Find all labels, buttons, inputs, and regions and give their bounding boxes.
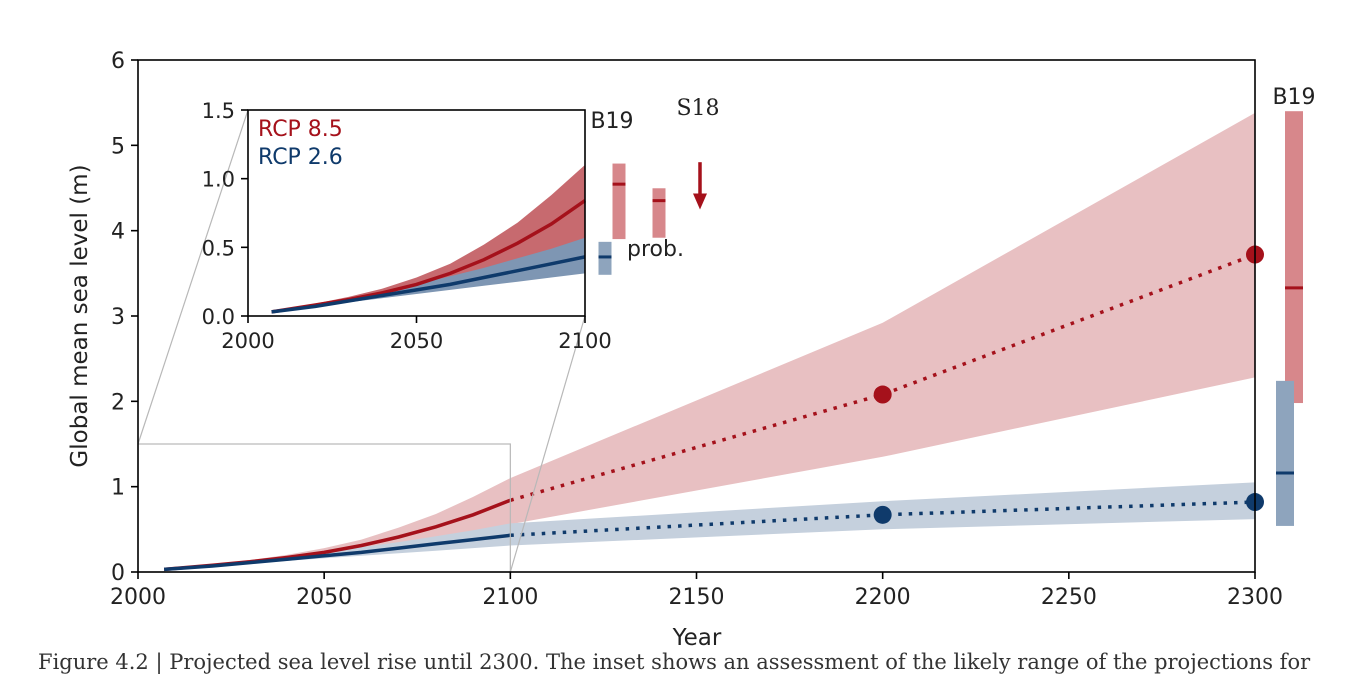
- rcp85-marker-2200: [873, 385, 892, 404]
- x-tick-label: 2100: [482, 585, 538, 610]
- s18-label: S18: [676, 96, 719, 121]
- rcp26-marker-2200: [873, 505, 892, 524]
- legend-rcp85: RCP 8.5: [258, 117, 343, 142]
- s18-arrow-head: [693, 193, 707, 210]
- x-tick-label: 2050: [296, 585, 352, 610]
- legend-rcp26: RCP 2.6: [258, 145, 343, 170]
- y-axis-label: Global mean sea level (m): [67, 164, 93, 467]
- rcp26-likely-range-band: [164, 482, 1256, 570]
- rcp85-likely-range-band: [164, 112, 1256, 570]
- inset-y-tick-label: 1.5: [202, 99, 235, 123]
- x-tick-label: 2200: [855, 585, 911, 610]
- y-tick-label: 6: [111, 49, 125, 74]
- inset-x-tick-label: 2000: [221, 329, 274, 353]
- inset-y-ticks: 0.0 0.5 1.0 1.5: [202, 99, 248, 329]
- inset-y-tick-label: 0.0: [202, 305, 235, 329]
- zoom-connector-left: [137, 109, 249, 445]
- inset-x-tick-label: 2100: [558, 329, 611, 353]
- x-tick-label: 2000: [110, 585, 166, 610]
- y-tick-label: 4: [111, 220, 125, 245]
- y-tick-label: 0: [111, 561, 125, 586]
- rcp26-extension-dotted-line: [510, 500, 1256, 538]
- b19-rcp85-bar: [1285, 111, 1303, 404]
- inset-x-ticks: 2000 2050 2100: [221, 316, 612, 353]
- y-tick-label: 3: [111, 305, 125, 330]
- rcp26-median-line: [163, 533, 511, 572]
- x-axis-label: Year: [672, 625, 722, 651]
- y-tick-label: 1: [111, 476, 125, 501]
- figure-caption: Figure 4.2 | Projected sea level rise un…: [38, 650, 1311, 674]
- inset-b19-bar: [612, 163, 626, 240]
- x-tick-label: 2150: [669, 585, 725, 610]
- inset-rcp26-band: [271, 237, 585, 312]
- y-tick-label: 2: [111, 390, 125, 415]
- main-y-ticks: 0 1 2 3 4 5 6: [111, 49, 138, 586]
- inset-y-tick-label: 1.0: [202, 168, 235, 192]
- inset-rcp26-line: [271, 255, 586, 314]
- y-tick-label: 5: [111, 134, 125, 159]
- b19-label-2300: B19: [1272, 85, 1315, 110]
- zoom-connector-right: [509, 315, 586, 573]
- x-tick-label: 2250: [1041, 585, 1097, 610]
- b19-rcp26-bar: [1276, 380, 1294, 526]
- inset-b19-label: B19: [590, 109, 633, 134]
- rcp85-extension-dotted-line: [509, 252, 1256, 502]
- x-tick-label: 2300: [1227, 585, 1283, 610]
- inset-x-tick-label: 2050: [390, 329, 443, 353]
- inset-y-tick-label: 0.5: [202, 236, 235, 260]
- inset-rcp85-range-bar: [652, 188, 666, 238]
- main-x-ticks: 2000 2050 2100 2150 2200 2250 2300: [110, 572, 1283, 610]
- prob-label: prob.: [627, 237, 684, 262]
